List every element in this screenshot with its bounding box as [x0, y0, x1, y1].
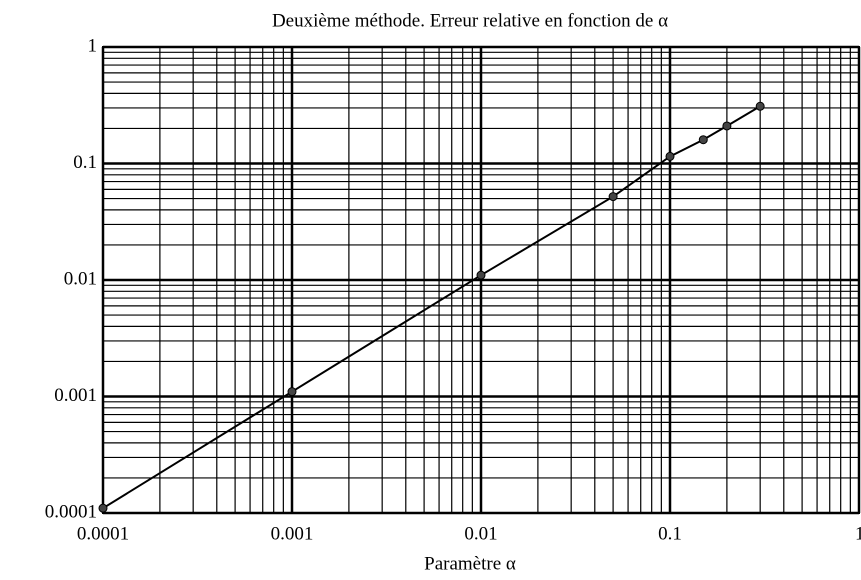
x-tick-label: 0.001 — [271, 523, 314, 544]
chart-title: Deuxième méthode. Erreur relative en fon… — [272, 10, 668, 31]
y-tick-label: 0.01 — [64, 268, 97, 289]
plot-frame — [102, 46, 860, 514]
x-tick-label: 0.01 — [464, 523, 497, 544]
data-point — [608, 192, 618, 202]
data-point — [287, 387, 297, 397]
series-line — [102, 105, 761, 510]
data-point — [722, 121, 732, 131]
data-point — [98, 503, 108, 513]
x-tick-label: 1 — [855, 523, 861, 544]
x-tick-label: 0.1 — [658, 523, 682, 544]
x-tick-label: 0.0001 — [77, 523, 129, 544]
y-tick-label: 0.1 — [73, 152, 97, 173]
y-tick-label: 1 — [88, 35, 98, 56]
x-axis-label: Paramètre α — [424, 553, 516, 574]
data-point — [698, 135, 708, 145]
data-point — [476, 270, 486, 280]
y-tick-label: 0.0001 — [45, 501, 97, 522]
y-tick-label: 0.001 — [54, 385, 97, 406]
data-point — [665, 151, 675, 161]
data-point — [755, 101, 765, 111]
